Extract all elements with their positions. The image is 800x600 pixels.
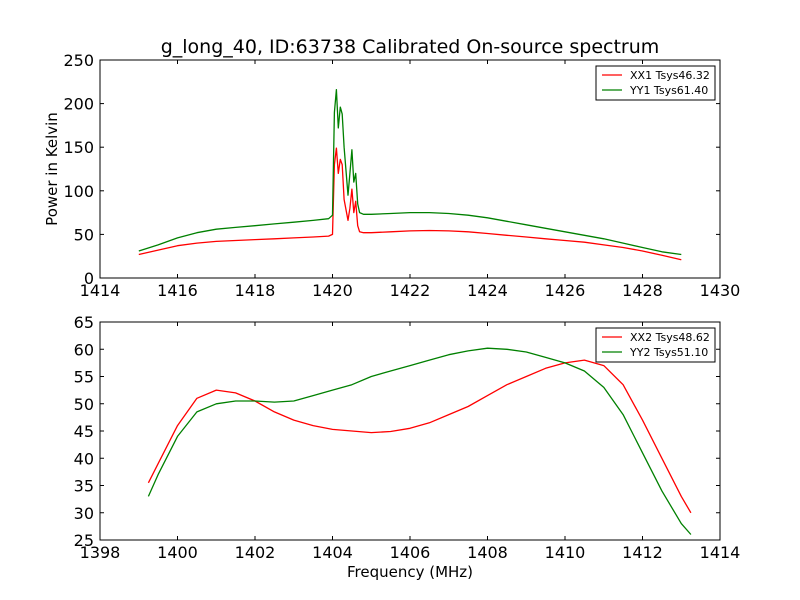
x-tick-label-top: 1430 <box>700 281 741 300</box>
y-tick-label-bottom: 25 <box>74 531 94 550</box>
y-tick-label-bottom: 65 <box>74 313 94 332</box>
x-tick-label-bottom: 1410 <box>545 543 586 562</box>
legend-box-top <box>595 65 716 101</box>
x-tick-label-top: 1424 <box>467 281 508 300</box>
y-tick-label-bottom: 40 <box>74 449 94 468</box>
legend-label-top-2: YY1 Tsys61.40 <box>629 84 708 97</box>
x-axis-label: Frequency (MHz) <box>347 563 473 581</box>
y-tick-label-top: 50 <box>74 225 94 244</box>
x-tick-label-top: 1416 <box>157 281 198 300</box>
y-tick-label-bottom: 30 <box>74 504 94 523</box>
x-tick-label-top: 1414 <box>80 281 121 300</box>
x-tick-label-top: 1426 <box>545 281 586 300</box>
y-tick-label-top: 100 <box>63 182 94 201</box>
legend-label-top-1: XX1 Tsys46.32 <box>630 69 710 82</box>
x-tick-label-top: 1420 <box>312 281 353 300</box>
y-tick-label-bottom: 60 <box>74 340 94 359</box>
y-tick-label-bottom: 45 <box>74 422 94 441</box>
y-tick-label-bottom: 35 <box>74 477 94 496</box>
x-tick-label-bottom: 1406 <box>390 543 431 562</box>
x-tick-label-top: 1422 <box>390 281 431 300</box>
x-tick-label-bottom: 1402 <box>235 543 276 562</box>
y-tick-label-top: 200 <box>63 95 94 114</box>
x-tick-label-bottom: 1408 <box>467 543 508 562</box>
y-tick-label-bottom: 55 <box>74 368 94 387</box>
plot-bottom: 1398 1400 1402 1404 1406 1408 1410 1412 1414 25 30… <box>74 313 741 562</box>
x-tick-label-top: 1418 <box>235 281 276 300</box>
x-tick-label-top: 1428 <box>622 281 663 300</box>
x-tick-label-bottom: 1400 <box>157 543 198 562</box>
series-line-bottom-2 <box>147 347 692 535</box>
y-tick-label-top: 0 <box>84 269 94 288</box>
series-line-top-2 <box>138 88 682 256</box>
plot-top: 1414 1416 1418 1420 1422 1424 1426 1428 1430 0 50 1… <box>43 51 740 300</box>
legend-box-bottom <box>595 327 716 363</box>
y-tick-label-top: 150 <box>63 138 94 157</box>
x-tick-label-bottom: 1404 <box>312 543 353 562</box>
legend-label-bottom-2: YY2 Tsys51.10 <box>629 346 708 359</box>
x-tick-label-bottom: 1398 <box>80 543 121 562</box>
chart-title: g_long_40, ID:63738 Calibrated On-source… <box>161 36 660 58</box>
y-tick-label-bottom: 50 <box>74 395 94 414</box>
y-axis-label-top: Power in Kelvin <box>43 112 61 226</box>
series-line-bottom-1 <box>147 359 692 514</box>
x-tick-label-bottom: 1414 <box>700 543 741 562</box>
x-tick-label-bottom: 1412 <box>622 543 663 562</box>
series-line-top-1 <box>138 147 682 261</box>
legend-label-bottom-1: XX2 Tsys48.62 <box>630 331 710 344</box>
y-tick-label-top: 250 <box>63 51 94 70</box>
